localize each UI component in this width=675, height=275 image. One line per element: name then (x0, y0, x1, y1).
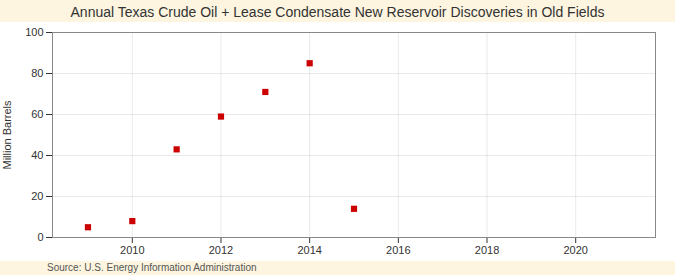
svg-text:40: 40 (31, 149, 43, 161)
svg-text:60: 60 (31, 108, 43, 120)
svg-text:2020: 2020 (563, 244, 587, 256)
html-text:Annual Texas Crude Oil + Lease: Annual Texas Crude Oil + Lease Condensat… (70, 4, 605, 20)
svg-text:2012: 2012 (209, 244, 233, 256)
svg-text:2016: 2016 (386, 244, 410, 256)
svg-text:2010: 2010 (120, 244, 144, 256)
html-text:Source: U.S. Energy Informatio: Source: U.S. Energy Information Administ… (47, 262, 257, 273)
svg-text:2018: 2018 (475, 244, 499, 256)
svg-text:2014: 2014 (297, 244, 321, 256)
svg-text:80: 80 (31, 67, 43, 79)
svg-text:100: 100 (25, 26, 43, 38)
svg-text:20: 20 (31, 190, 43, 202)
svg-text:Million Barrels: Million Barrels (1, 100, 13, 170)
svg-text:0: 0 (37, 231, 43, 243)
